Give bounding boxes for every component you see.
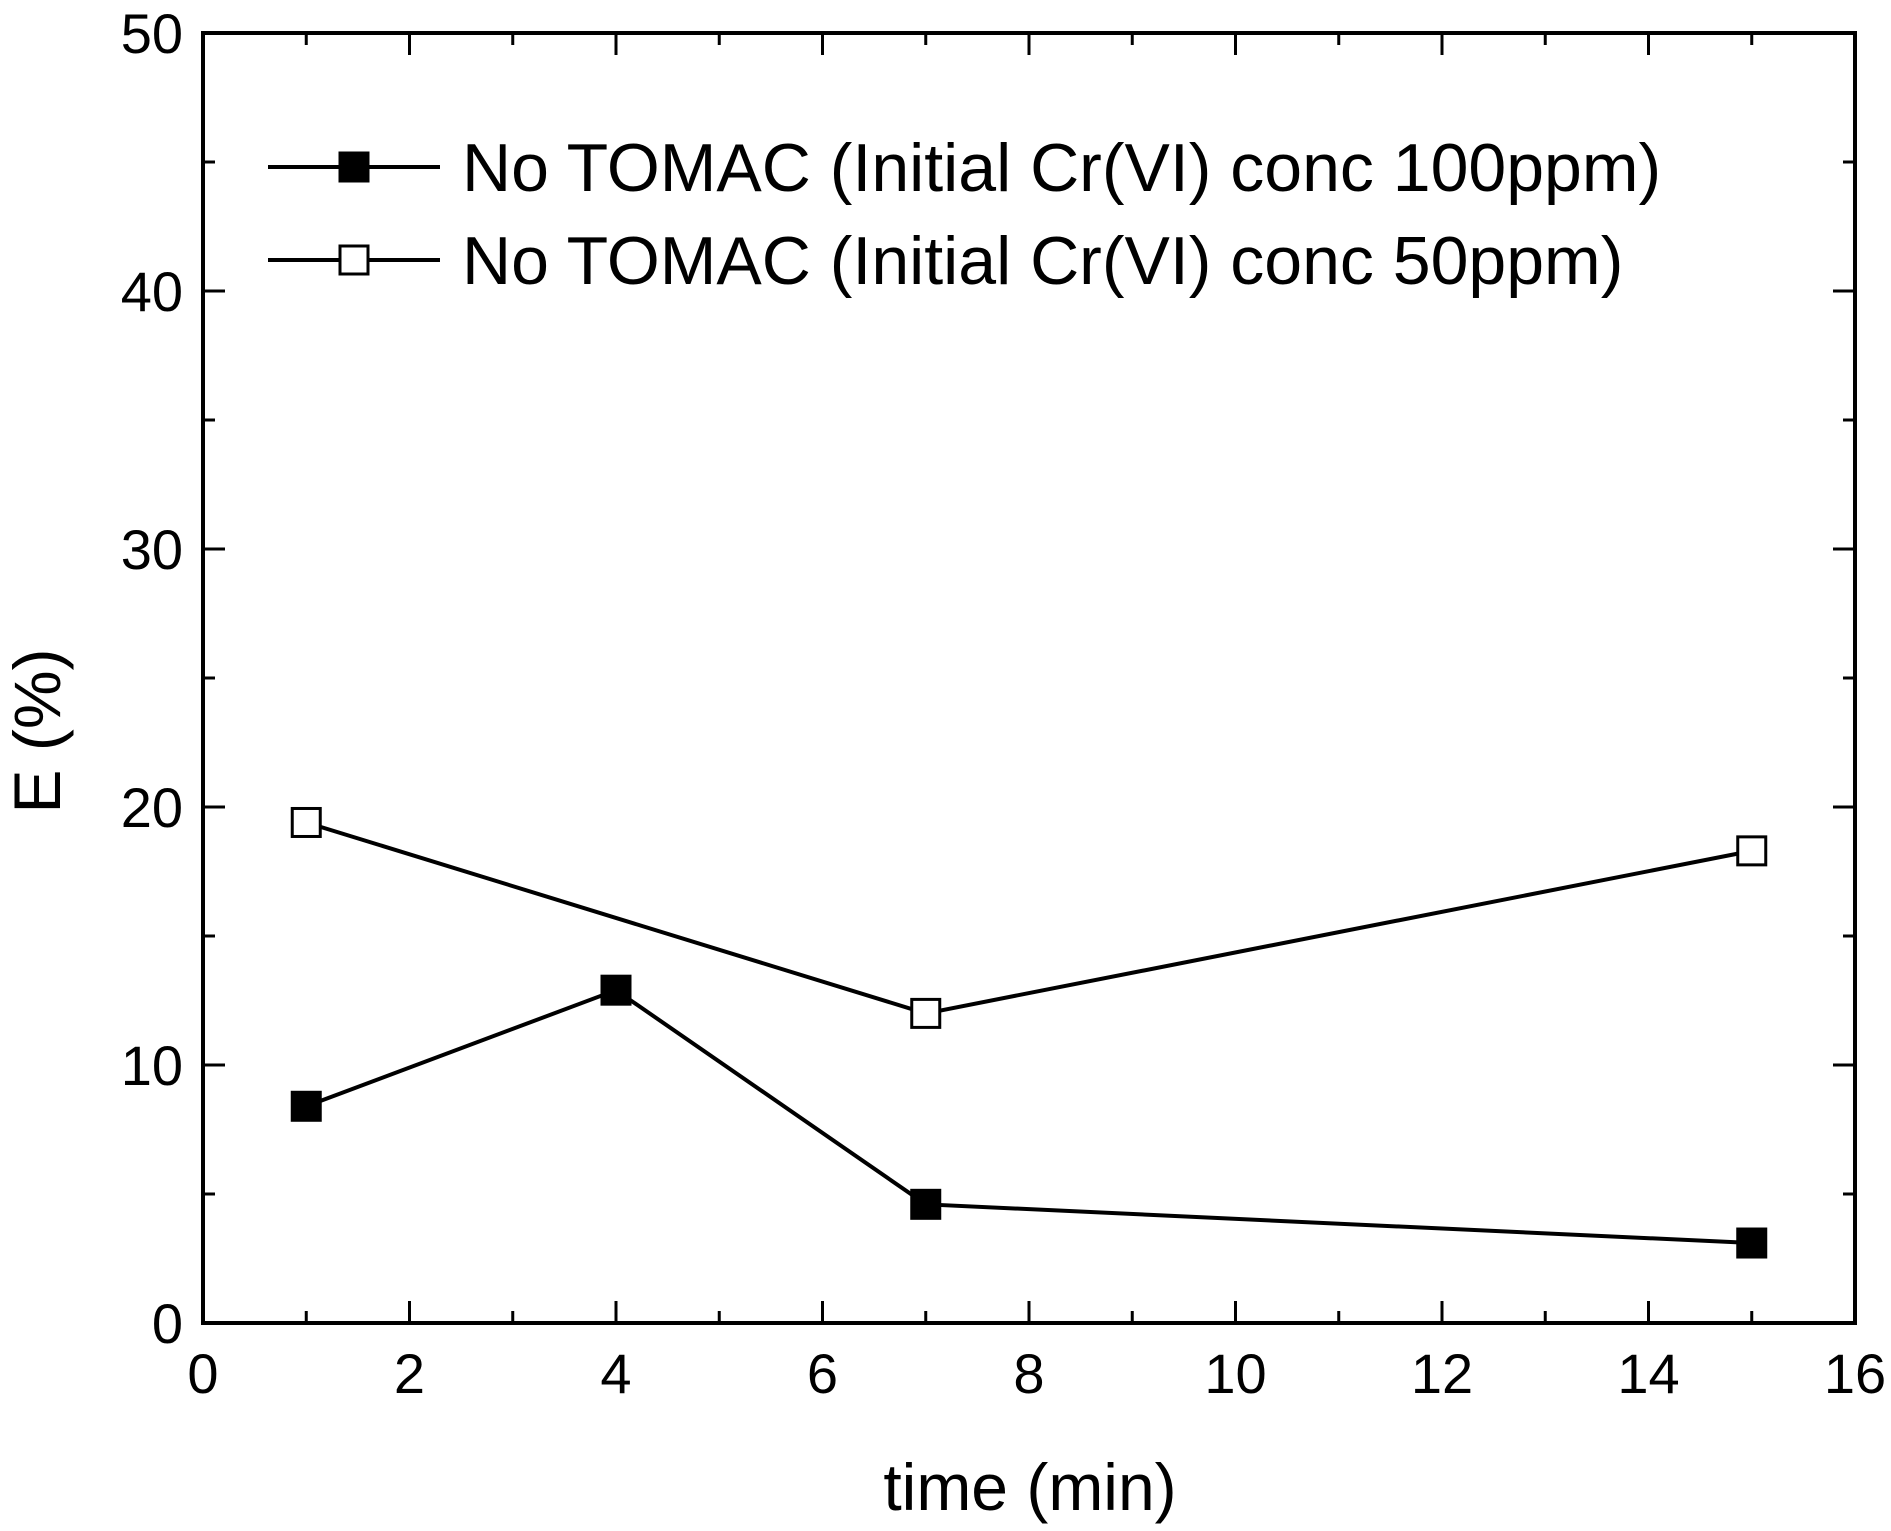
series-line-1 <box>305 987 1752 1246</box>
x-tick-label: 0 <box>187 1342 218 1405</box>
legend-label-series-2: No TOMAC (Initial Cr(VI) conc 50ppm) <box>462 223 1623 299</box>
y-tick-label: 50 <box>121 2 183 65</box>
x-axis-title: time (min) <box>883 1450 1176 1524</box>
series-lines <box>305 820 1753 1246</box>
y-tick-label: 40 <box>121 260 183 323</box>
data-point-series-2 <box>290 806 322 838</box>
x-tick-label: 8 <box>1013 1342 1044 1405</box>
x-tick-label: 4 <box>600 1342 631 1405</box>
data-point-series-2 <box>1736 835 1768 867</box>
data-point-series-1 <box>1736 1227 1768 1259</box>
legend-marker-series-2 <box>338 244 370 276</box>
y-tick-label: 30 <box>121 518 183 581</box>
x-tick-label: 12 <box>1411 1342 1473 1405</box>
y-tick-label: 20 <box>121 776 183 839</box>
series-markers <box>290 806 1768 1259</box>
y-tick-label: 0 <box>152 1292 183 1355</box>
y-tick-label: 10 <box>121 1034 183 1097</box>
x-tick-label: 10 <box>1204 1342 1266 1405</box>
data-point-series-1 <box>290 1090 322 1122</box>
legend-marker-series-1 <box>338 151 370 183</box>
x-tick-label: 6 <box>807 1342 838 1405</box>
legend: No TOMAC (Initial Cr(VI) conc 100ppm) No… <box>268 130 1661 299</box>
x-tick-label: 16 <box>1824 1342 1886 1405</box>
axis-ticks <box>201 31 1857 1325</box>
data-point-series-2 <box>910 997 942 1029</box>
y-axis-title: E (%) <box>0 649 74 814</box>
series-line-2 <box>305 820 1753 1016</box>
data-point-series-1 <box>910 1188 942 1220</box>
x-tick-label: 2 <box>394 1342 425 1405</box>
x-tick-label: 14 <box>1617 1342 1679 1405</box>
legend-label-series-1: No TOMAC (Initial Cr(VI) conc 100ppm) <box>462 130 1661 206</box>
tick-labels: 0 2 4 6 8 10 12 14 16 0 10 20 30 40 50 <box>121 2 1886 1405</box>
data-point-series-1 <box>600 974 632 1006</box>
